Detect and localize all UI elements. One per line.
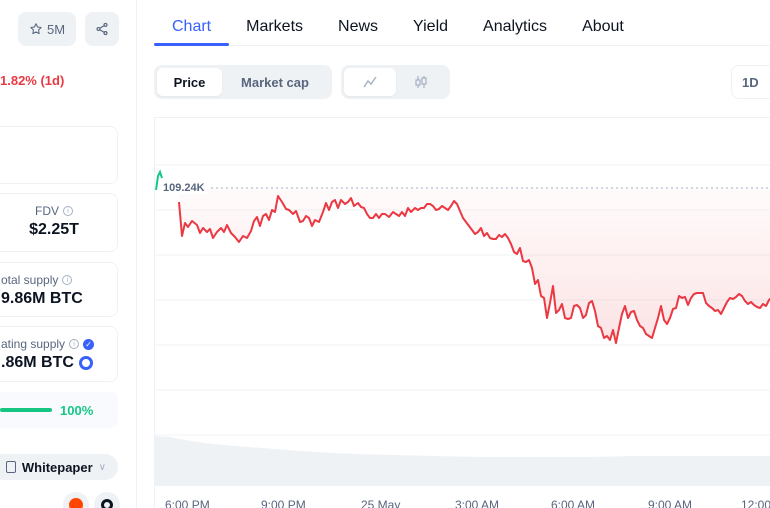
coin-stats-panel: 5M 1.82% (1d) FDV i $2.25T otal supply i 9…: [0, 0, 137, 508]
circulating-supply-value: .86M BTC: [1, 354, 74, 371]
whitepaper-label: Whitepaper: [21, 459, 93, 475]
tab-markets[interactable]: Markets: [246, 18, 304, 35]
chart-view-toggle: [341, 65, 450, 99]
line-view-button[interactable]: [344, 68, 396, 96]
fdv-value: $2.25T: [29, 221, 79, 238]
supply-progress-bar: [0, 408, 52, 412]
market-cap-toggle-button[interactable]: Market cap: [241, 74, 309, 90]
candlestick-view-button[interactable]: [396, 68, 448, 96]
candlestick-icon: [415, 76, 427, 88]
fdv-card: FDV i $2.25T: [0, 193, 118, 252]
coin-tabs: Chart Markets News Yield Analytics About: [153, 0, 770, 46]
chevron-down-icon: ∨: [98, 461, 106, 473]
info-icon[interactable]: i: [63, 206, 73, 216]
watchlist-button[interactable]: 5M: [18, 12, 76, 46]
fdv-label: FDV: [35, 204, 59, 218]
verified-icon: ✓: [83, 338, 95, 350]
circulating-supply-card: ating supply i ✓ .86M BTC: [0, 326, 118, 382]
price-chart[interactable]: 109.24K 6:00 PM 9:00 PM 25 May 3:00 AM 6…: [154, 117, 770, 508]
x-axis-label: 9:00 AM: [648, 498, 693, 508]
supply-progress: 100%: [0, 392, 118, 428]
supply-progress-percent: 100%: [60, 402, 94, 418]
total-supply-label: otal supply: [1, 273, 59, 287]
github-icon: [101, 499, 113, 508]
tab-about[interactable]: About: [582, 18, 624, 35]
document-icon: [5, 461, 16, 473]
x-axis-label: 12:00: [741, 498, 770, 508]
reddit-link[interactable]: [63, 492, 89, 508]
price-change-1d: 1.82% (1d): [0, 73, 65, 88]
market-cap-card: [0, 126, 118, 184]
tab-chart[interactable]: Chart: [153, 0, 230, 46]
watchlist-count: 5M: [46, 21, 66, 37]
share-icon: [96, 22, 108, 36]
x-axis-label: 25 May: [361, 498, 401, 508]
circulating-supply-label: ating supply: [1, 337, 66, 351]
reference-price-label: 109.24K: [161, 182, 207, 194]
supply-ring-icon: [78, 356, 93, 370]
x-axis-label: 9:00 PM: [261, 498, 306, 508]
range-1d-button[interactable]: 1D: [731, 65, 770, 99]
tab-news[interactable]: News: [338, 18, 379, 35]
github-link[interactable]: [94, 492, 120, 508]
chart-type-toggle: Price Market cap: [154, 65, 332, 99]
x-axis: 6:00 PM 9:00 PM 25 May 3:00 AM 6:00 AM 9…: [155, 498, 770, 508]
price-toggle-button[interactable]: Price: [157, 68, 222, 96]
tab-yield[interactable]: Yield: [413, 18, 449, 35]
total-supply-card: otal supply i 9.86M BTC: [0, 262, 118, 317]
x-axis-label: 3:00 AM: [455, 498, 500, 508]
info-icon[interactable]: i: [62, 275, 73, 285]
info-icon[interactable]: i: [69, 339, 80, 349]
whitepaper-dropdown[interactable]: Whitepaper ∨: [0, 454, 118, 480]
total-supply-value: 9.86M BTC: [1, 290, 83, 307]
x-axis-label: 6:00 PM: [165, 498, 210, 508]
x-axis-label: 6:00 AM: [551, 498, 596, 508]
share-button[interactable]: [85, 12, 119, 46]
line-chart-icon: [363, 76, 377, 88]
star-icon: [30, 23, 42, 35]
tab-analytics[interactable]: Analytics: [483, 18, 548, 35]
reddit-icon: [69, 498, 83, 508]
price-chart-canvas: [155, 164, 770, 486]
